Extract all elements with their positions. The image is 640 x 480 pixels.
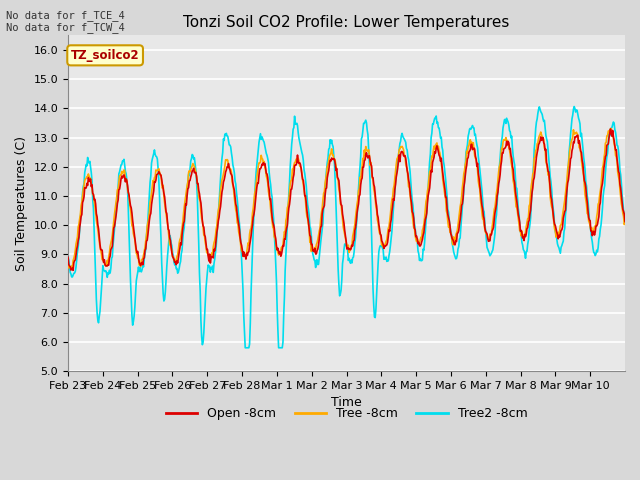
Tree -8cm <box>282 231 289 237</box>
Tree -8cm <box>260 158 268 164</box>
Tree -8cm <box>404 184 412 190</box>
Y-axis label: Soil Temperatures (C): Soil Temperatures (C) <box>15 136 28 271</box>
Line: Tree2 -8cm: Tree2 -8cm <box>68 107 625 348</box>
Tree2 -8cm <box>436 130 444 135</box>
Tree2 -8cm <box>621 218 629 224</box>
Tree -8cm <box>607 126 615 132</box>
Text: TZ_soilco2: TZ_soilco2 <box>71 49 140 62</box>
Open -8cm <box>69 267 77 273</box>
Open -8cm <box>621 219 629 225</box>
Tree2 -8cm <box>404 157 412 163</box>
Open -8cm <box>436 154 444 160</box>
Line: Tree -8cm: Tree -8cm <box>68 129 625 268</box>
Tree2 -8cm <box>260 139 268 145</box>
Tree -8cm <box>436 150 444 156</box>
Open -8cm <box>607 126 614 132</box>
Legend: Open -8cm, Tree -8cm, Tree2 -8cm: Open -8cm, Tree -8cm, Tree2 -8cm <box>161 402 532 425</box>
Title: Tonzi Soil CO2 Profile: Lower Temperatures: Tonzi Soil CO2 Profile: Lower Temperatur… <box>183 15 509 30</box>
Line: Open -8cm: Open -8cm <box>68 129 625 270</box>
Tree2 -8cm <box>129 319 137 324</box>
Open -8cm <box>260 162 268 168</box>
Tree -8cm <box>233 210 241 216</box>
Open -8cm <box>233 204 241 210</box>
Tree -8cm <box>64 262 72 268</box>
Tree2 -8cm <box>64 254 72 260</box>
Tree2 -8cm <box>232 181 239 187</box>
Open -8cm <box>404 177 412 182</box>
Tree -8cm <box>65 265 72 271</box>
Tree -8cm <box>621 219 629 225</box>
Tree2 -8cm <box>241 345 249 351</box>
Tree2 -8cm <box>282 268 289 274</box>
Open -8cm <box>131 229 138 235</box>
Open -8cm <box>282 236 289 242</box>
Tree2 -8cm <box>570 104 578 109</box>
Text: No data for f_TCE_4
No data for f_TCW_4: No data for f_TCE_4 No data for f_TCW_4 <box>6 10 125 33</box>
X-axis label: Time: Time <box>331 396 362 409</box>
Open -8cm <box>64 254 72 260</box>
Tree -8cm <box>131 234 138 240</box>
